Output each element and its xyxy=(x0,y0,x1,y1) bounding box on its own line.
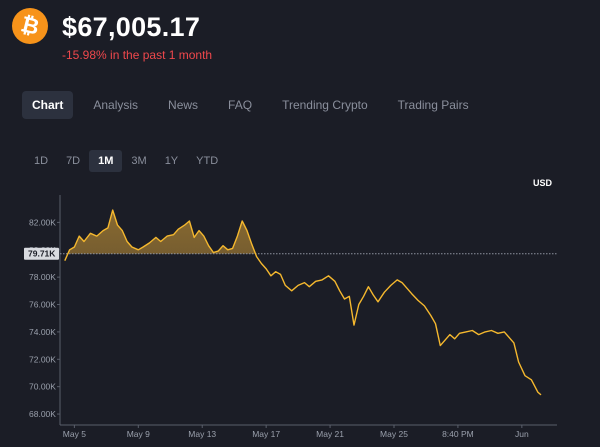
y-tick-label: 68.00K xyxy=(29,409,56,419)
x-tick-label: May 25 xyxy=(380,429,408,439)
x-tick-label: May 9 xyxy=(127,429,150,439)
y-tick-label: 76.00K xyxy=(29,300,56,310)
x-tick-label: Jun xyxy=(515,429,529,439)
current-price: $67,005.17 xyxy=(62,12,201,42)
x-tick-label: May 5 xyxy=(63,429,86,439)
bitcoin-icon: ₿ xyxy=(12,8,48,44)
range-1y-button[interactable]: 1Y xyxy=(164,155,179,167)
price-change-text: -15.98% in the past 1 month xyxy=(62,48,213,62)
tab-faq[interactable]: FAQ xyxy=(228,98,253,112)
tab-news[interactable]: News xyxy=(168,98,199,112)
x-tick-label: May 17 xyxy=(252,429,280,439)
y-tick-label: 74.00K xyxy=(29,327,56,337)
currency-label: USD xyxy=(533,178,553,188)
x-tick-label: May 21 xyxy=(316,429,344,439)
y-tick-label: 70.00K xyxy=(29,382,56,392)
tab-chart[interactable]: Chart xyxy=(22,91,74,119)
price-line xyxy=(64,209,542,396)
tab-analysis[interactable]: Analysis xyxy=(93,98,139,112)
y-tick-label: 82.00K xyxy=(29,217,56,227)
svg-text:79.71K: 79.71K xyxy=(28,249,56,259)
tab-trading-pairs[interactable]: Trading Pairs xyxy=(397,98,469,112)
range-1d-button[interactable]: 1D xyxy=(34,155,49,167)
tab-trending-crypto[interactable]: Trending Crypto xyxy=(282,98,368,112)
time-range-selector: 1D 7D 1M 3M 1Y YTD xyxy=(25,150,227,172)
x-tick-label: May 13 xyxy=(188,429,216,439)
reference-price-label: 79.71K xyxy=(24,247,59,260)
section-tabs: Chart Analysis News FAQ Trending Crypto … xyxy=(22,91,489,119)
x-tick-label: 8:40 PM xyxy=(442,429,474,439)
range-ytd-button[interactable]: YTD xyxy=(196,155,219,167)
range-7d-button[interactable]: 7D xyxy=(66,155,81,167)
price-area-fill xyxy=(67,210,256,254)
y-tick-label: 78.00K xyxy=(29,272,56,282)
y-tick-label: 72.00K xyxy=(29,354,56,364)
range-1m-button[interactable]: 1M xyxy=(89,150,123,172)
range-3m-button[interactable]: 3M xyxy=(131,155,147,167)
